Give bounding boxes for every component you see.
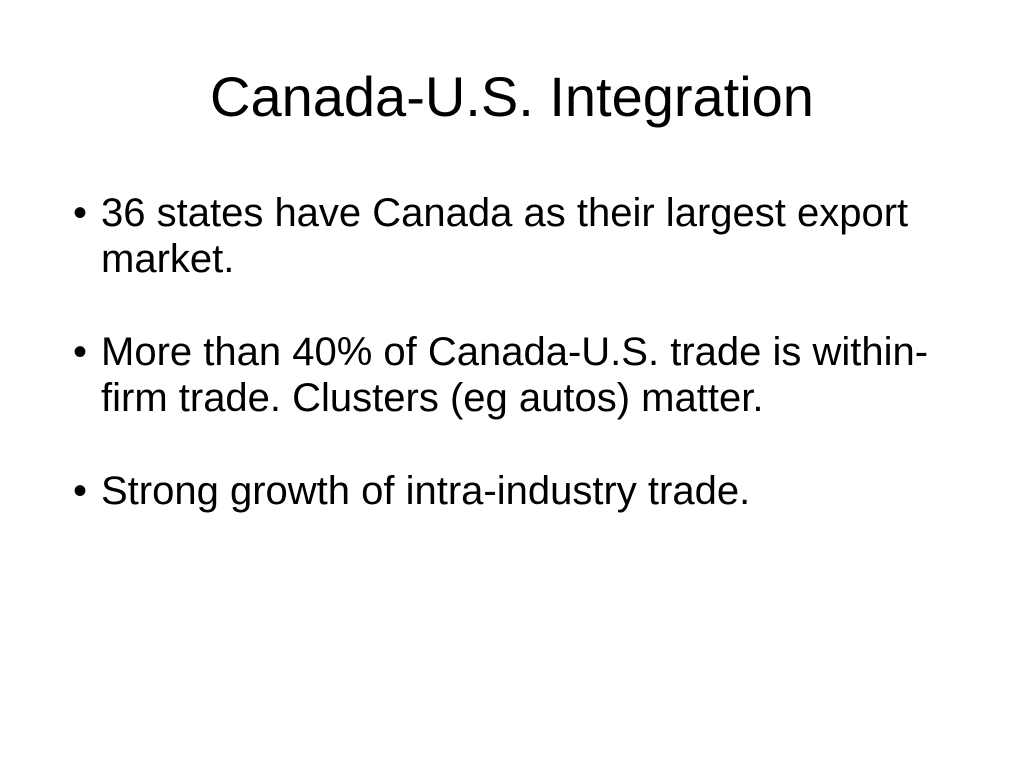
bullet-list: • 36 states have Canada as their largest …	[73, 190, 953, 561]
bullet-icon: •	[73, 330, 88, 374]
bullet-item: • 36 states have Canada as their largest …	[73, 190, 953, 282]
bullet-item: • Strong growth of intra-industry trade.	[73, 468, 953, 514]
bullet-icon: •	[73, 191, 88, 235]
bullet-icon: •	[73, 469, 88, 513]
bullet-text: 36 states have Canada as their largest e…	[101, 191, 909, 281]
bullet-item: • More than 40% of Canada-U.S. trade is w…	[73, 329, 953, 421]
bullet-text: Strong growth of intra-industry trade.	[101, 469, 751, 513]
slide-title: Canada-U.S. Integration	[210, 65, 814, 128]
bullet-text: More than 40% of Canada-U.S. trade is wi…	[101, 330, 929, 420]
